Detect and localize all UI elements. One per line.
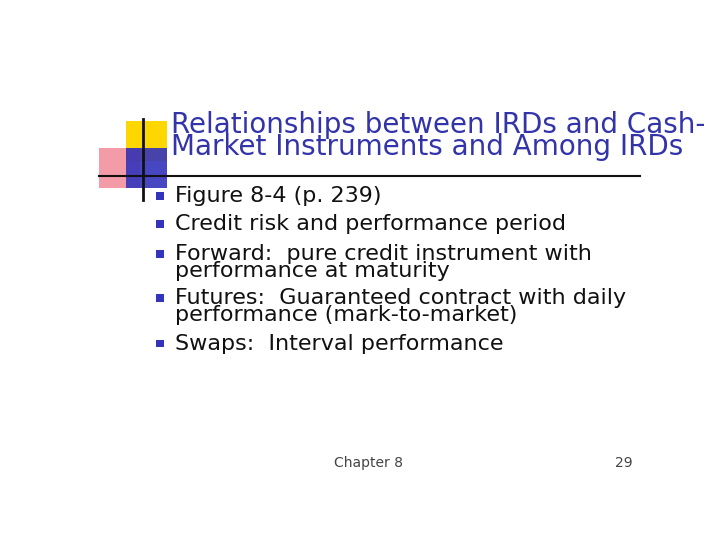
- Text: performance at maturity: performance at maturity: [175, 261, 450, 281]
- Bar: [156, 220, 163, 228]
- Bar: [99, 148, 140, 188]
- Bar: [127, 148, 167, 188]
- Text: Market Instruments and Among IRDs: Market Instruments and Among IRDs: [171, 132, 683, 160]
- Bar: [156, 340, 163, 347]
- Text: Chapter 8: Chapter 8: [335, 456, 403, 470]
- Bar: [156, 251, 163, 258]
- Bar: [156, 294, 163, 302]
- Bar: [127, 121, 167, 161]
- Text: Credit risk and performance period: Credit risk and performance period: [175, 214, 566, 234]
- Text: Figure 8-4 (p. 239): Figure 8-4 (p. 239): [175, 186, 382, 206]
- Text: Futures:  Guaranteed contract with daily: Futures: Guaranteed contract with daily: [175, 288, 626, 308]
- Text: Relationships between IRDs and Cash-: Relationships between IRDs and Cash-: [171, 111, 706, 139]
- Text: 29: 29: [615, 456, 632, 470]
- Text: performance (mark-to-market): performance (mark-to-market): [175, 305, 518, 325]
- Text: Forward:  pure credit instrument with: Forward: pure credit instrument with: [175, 244, 592, 264]
- Text: Swaps:  Interval performance: Swaps: Interval performance: [175, 334, 504, 354]
- Bar: [156, 192, 163, 200]
